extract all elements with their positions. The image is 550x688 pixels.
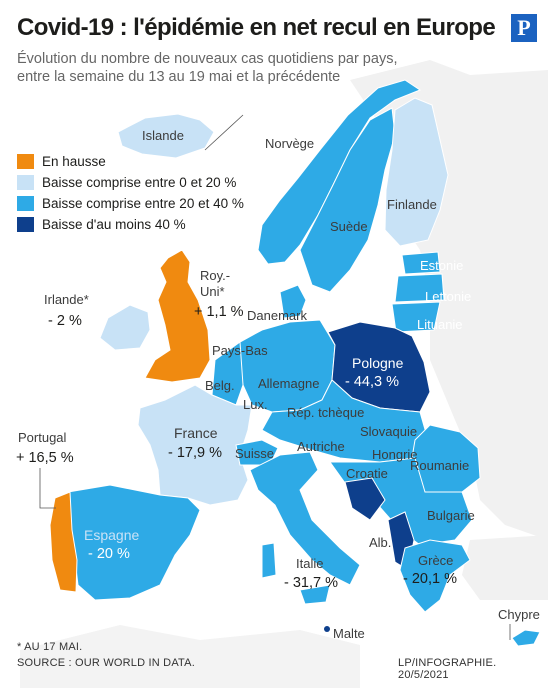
value-pologne: - 44,3 % [345,374,399,390]
label-islande: Islande [142,128,184,143]
legend-item: Baisse comprise entre 20 et 40 % [17,193,244,214]
value-grece: - 20,1 % [403,571,457,587]
country-estonia [401,251,441,275]
country-bosnia [344,477,386,521]
legend-item: Baisse d'au moins 40 % [17,214,244,235]
label-hongrie: Hongrie [372,447,418,462]
island-sardinia [261,542,277,579]
value-irlande: - 2 % [48,313,82,329]
label-portugal: Portugal [18,430,67,445]
label-alb: Alb. [369,535,392,550]
country-iceland [117,113,215,159]
leader-iceland [204,114,244,151]
legend-item: Baisse comprise entre 0 et 20 % [17,172,244,193]
value-italie: - 31,7 % [284,575,338,591]
legend-swatch [17,175,34,190]
label-lettonie: Lettonie [425,289,472,304]
label-lituanie: Lituanie [417,317,463,332]
label-finlande: Finlande [387,197,437,212]
value-portugal: + 16,5 % [16,450,74,466]
country-cyprus [511,629,541,647]
label-belg: Belg. [205,378,235,393]
label-autriche: Autriche [297,439,345,454]
label-france: France [174,425,218,441]
country-lithuania [391,301,441,333]
island-sicily [299,584,331,605]
source: SOURCE : OUR WORLD IN DATA. [17,657,195,669]
page-title: Covid-19 : l'épidémie en net recul en Eu… [17,14,496,41]
legend-label: Baisse comprise entre 0 et 20 % [42,175,237,190]
leader-portugal [39,468,56,509]
credit: LP/INFOGRAPHIE. 20/5/2021 [398,657,497,681]
label-italie: Italie [296,556,324,571]
brand-logo: P [511,14,537,42]
label-espagne: Espagne [84,527,140,543]
country-poland [327,321,431,413]
label-irlande: Irlande* [44,292,89,307]
legend-swatch [17,154,34,169]
country-greece [399,539,471,613]
label-slovaquie: Slovaquie [360,424,418,439]
label-estonie: Estonie [420,258,464,273]
label-norvege: Norvège [265,136,315,151]
label-allemagne: Allemagne [258,376,320,391]
country-france [137,384,253,506]
land-africa [20,625,360,688]
value-france: - 17,9 % [168,445,222,461]
legend: En hausse Baisse comprise entre 0 et 20 … [17,151,244,235]
label-suisse: Suisse [235,446,275,461]
label-pologne: Pologne [352,355,404,371]
label-grece: Grèce [418,553,454,568]
legend-label: En hausse [42,154,106,169]
legend-item: En hausse [17,151,244,172]
legend-swatch [17,196,34,211]
subtitle: Évolution du nombre de nouveaux cas quot… [17,51,398,85]
label-pays-bas: Pays-Bas [212,343,268,358]
country-benelux [211,341,244,406]
country-sweden [299,107,396,293]
label-roumanie: Roumanie [410,458,470,473]
legend-label: Baisse d'au moins 40 % [42,217,186,232]
label-malte: Malte [333,626,365,641]
country-portugal [49,491,78,593]
label-roy-uni-2: Uni* [200,284,225,299]
label-croatie: Croatie [346,466,388,481]
value-roy-uni: + 1,1 % [194,304,244,320]
country-malta [324,626,330,632]
label-chypre: Chypre [498,607,540,622]
label-rep-tcheque: Rép. tchèque [287,405,365,420]
footnote: * AU 17 MAI. [17,641,83,653]
country-italy [249,451,361,586]
country-latvia [394,273,445,303]
label-lux: Lux. [243,397,268,412]
label-roy-uni-1: Roy.- [200,268,231,283]
country-uk [144,249,211,383]
legend-swatch [17,217,34,232]
legend-label: Baisse comprise entre 20 et 40 % [42,196,244,211]
label-danemark: Danemark [247,308,307,323]
country-ireland [99,304,151,351]
country-denmark [279,284,307,319]
label-bulgarie: Bulgarie [427,508,475,523]
value-espagne: - 20 % [88,546,130,562]
country-switzerland [235,439,279,466]
label-suede: Suède [330,219,368,234]
country-finland [384,97,449,247]
land-turkey [462,535,548,600]
